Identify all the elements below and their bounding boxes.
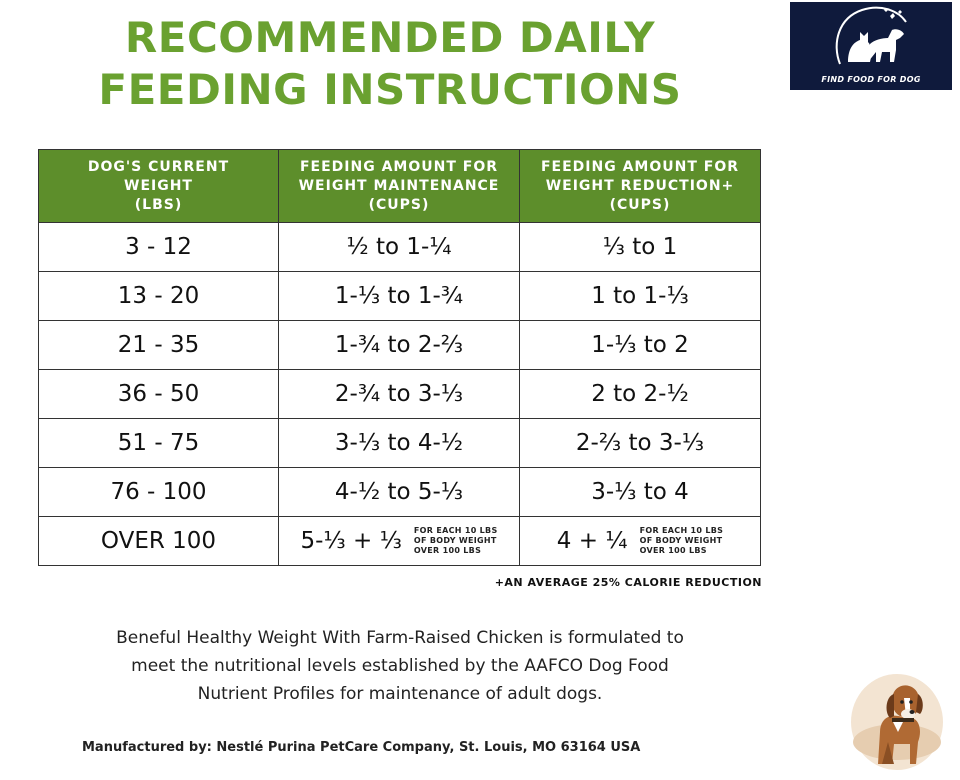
table-row: 21 - 35 1-¾ to 2-⅔ 1-⅓ to 2: [38, 320, 761, 370]
maintenance-note: FOR EACH 10 LBS OF BODY WEIGHT OVER 100 …: [413, 526, 498, 555]
dog-and-cat-silhouette-icon: [835, 6, 907, 65]
reduction-cell: 4 + ¼ FOR EACH 10 LBS OF BODY WEIGHT OVE…: [519, 516, 761, 566]
reduction-cell: ⅓ to 1: [519, 222, 761, 272]
table-row: 51 - 75 3-⅓ to 4-½ 2-⅔ to 3-⅓: [38, 418, 761, 468]
table-row: 13 - 20 1-⅓ to 1-¾ 1 to 1-⅓: [38, 271, 761, 321]
maintenance-cell: 1-⅓ to 1-¾: [278, 271, 520, 321]
product-description: Beneful Healthy Weight With Farm-Raised …: [116, 628, 684, 704]
logo-text: FIND FOOD FOR DOG: [821, 75, 921, 84]
maintenance-cell: 1-¾ to 2-⅔: [278, 320, 520, 370]
weight-cell: 21 - 35: [38, 320, 279, 370]
page-title: RECOMMENDED DAILY FEEDING INSTRUCTIONS: [60, 12, 720, 116]
feeding-table: DOG'S CURRENT WEIGHT (LBS) FEEDING AMOUN…: [38, 149, 761, 566]
maintenance-cell: 2-¾ to 3-⅓: [278, 369, 520, 419]
maintenance-amount: 5-⅓ + ⅓: [300, 528, 402, 554]
header-maintenance: FEEDING AMOUNT FOR WEIGHT MAINTENANCE (C…: [278, 149, 520, 223]
reduction-cell: 3-⅓ to 4: [519, 467, 761, 517]
header-weight: DOG'S CURRENT WEIGHT (LBS): [38, 149, 279, 223]
reduction-cell: 2 to 2-½: [519, 369, 761, 419]
weight-cell: 36 - 50: [38, 369, 279, 419]
brand-logo: FIND FOOD FOR DOG: [790, 2, 952, 90]
maintenance-cell: 4-½ to 5-⅓: [278, 467, 520, 517]
table-row: 76 - 100 4-½ to 5-⅓ 3-⅓ to 4: [38, 467, 761, 517]
weight-cell: 51 - 75: [38, 418, 279, 468]
maintenance-cell: 5-⅓ + ⅓ FOR EACH 10 LBS OF BODY WEIGHT O…: [278, 516, 520, 566]
title-line-1: RECOMMENDED DAILY: [124, 13, 656, 62]
table-row: 3 - 12 ½ to 1-¼ ⅓ to 1: [38, 222, 761, 272]
table-header-row: DOG'S CURRENT WEIGHT (LBS) FEEDING AMOUN…: [38, 149, 761, 223]
weight-cell: 13 - 20: [38, 271, 279, 321]
weight-cell: 76 - 100: [38, 467, 279, 517]
manufacturer-line: Manufactured by: Nestlé Purina PetCare C…: [82, 740, 641, 755]
table-row: 36 - 50 2-¾ to 3-⅓ 2 to 2-½: [38, 369, 761, 419]
header-reduction: FEEDING AMOUNT FOR WEIGHT REDUCTION+ (CU…: [519, 149, 761, 223]
table-row-over-100: OVER 100 5-⅓ + ⅓ FOR EACH 10 LBS OF BODY…: [38, 516, 761, 566]
maintenance-cell: 3-⅓ to 4-½: [278, 418, 520, 468]
weight-cell: 3 - 12: [38, 222, 279, 272]
weight-cell: OVER 100: [38, 516, 279, 566]
reduction-note: FOR EACH 10 LBS OF BODY WEIGHT OVER 100 …: [639, 526, 724, 555]
reduction-cell: 1 to 1-⅓: [519, 271, 761, 321]
reduction-cell: 1-⅓ to 2: [519, 320, 761, 370]
beagle-dog-illustration: [851, 674, 943, 770]
reduction-amount: 4 + ¼: [556, 528, 628, 554]
reduction-cell: 2-⅔ to 3-⅓: [519, 418, 761, 468]
maintenance-cell: ½ to 1-¼: [278, 222, 520, 272]
title-line-2: FEEDING INSTRUCTIONS: [98, 65, 682, 114]
calorie-footnote: +AN AVERAGE 25% CALORIE REDUCTION: [494, 576, 762, 589]
